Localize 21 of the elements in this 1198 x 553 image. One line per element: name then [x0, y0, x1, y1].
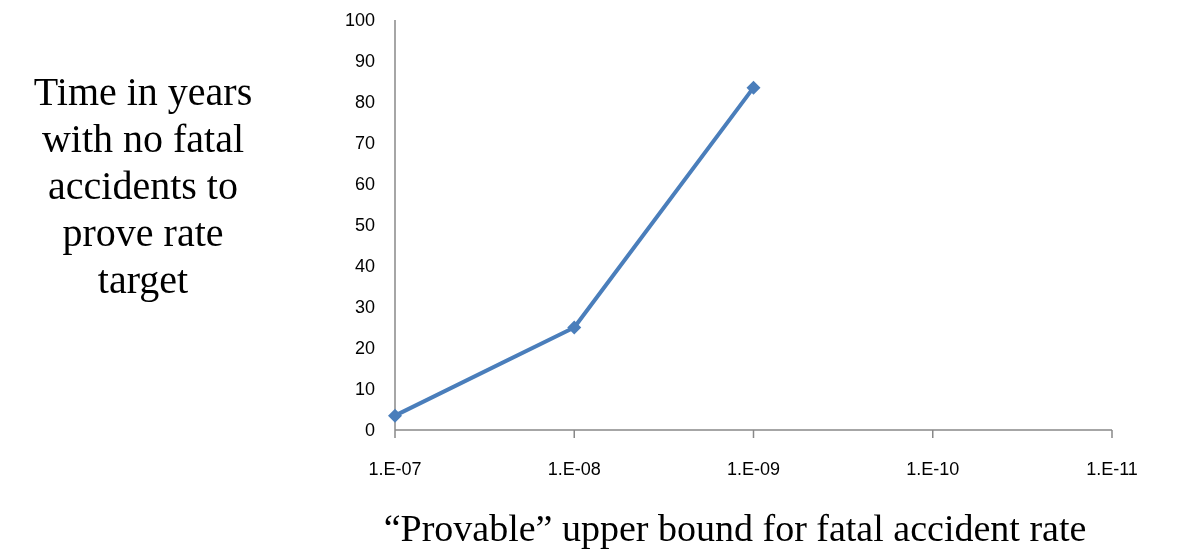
point: [388, 408, 402, 423]
x-tick-label: 1.E-09: [726, 459, 781, 479]
x-tick-label: 1.E-10: [906, 459, 960, 479]
y-tick-label: 30: [354, 297, 375, 318]
point: [567, 320, 582, 335]
y-tick-label: 0: [364, 420, 375, 441]
y-tick-label: 60: [354, 174, 375, 195]
x-tick-label: 1.E-07: [368, 459, 422, 479]
y-tick-label: 40: [354, 256, 375, 277]
y-tick-label: 20: [354, 338, 375, 359]
y-tick-label: 10: [354, 379, 375, 400]
point: [746, 80, 761, 95]
y-tick-label: 90: [354, 51, 375, 72]
y-tick-label: 50: [354, 215, 375, 236]
x-tick-label: 1.E-08: [547, 459, 601, 479]
x-axis-title: “Provable” upper bound for fatal accident rate: [383, 507, 1087, 549]
y-tick-label: 70: [354, 133, 375, 154]
y-tick-label: 100: [344, 10, 375, 31]
y-axis-title: Time in years with no fatal accidents to prove rate target: [33, 69, 253, 302]
y-tick-label: 80: [354, 92, 375, 113]
x-tick-label: 1.E-11: [1086, 459, 1138, 479]
